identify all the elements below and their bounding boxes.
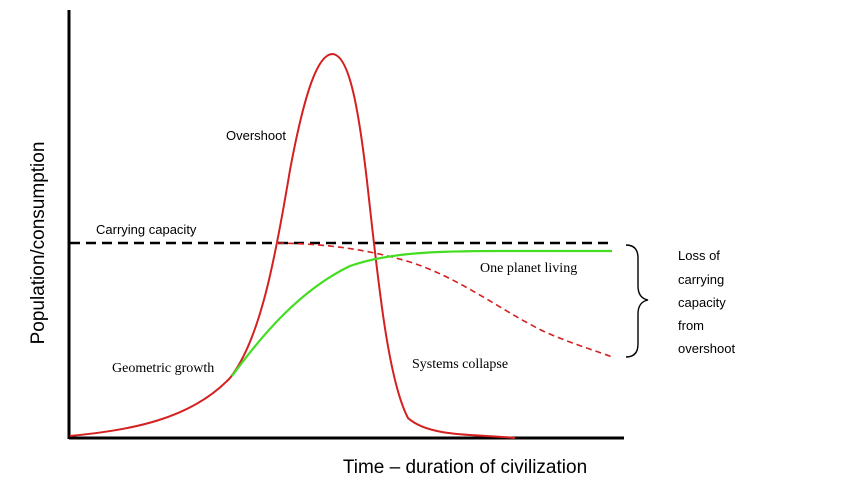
x-axis-label: Time – duration of civilization <box>343 457 587 478</box>
overshoot-label: Overshoot <box>226 128 286 143</box>
loss-of-capacity-line-1: Loss of <box>678 248 720 263</box>
overshoot-curve <box>69 52 516 439</box>
systems-collapse-label: Systems collapse <box>412 357 508 372</box>
one-planet-living-label: One planet living <box>480 261 577 276</box>
loss-of-capacity-line-5: overshoot <box>678 341 735 356</box>
loss-brace <box>625 244 649 358</box>
carrying-capacity-label: Carrying capacity <box>96 222 197 237</box>
declining-capacity-curve <box>277 242 613 358</box>
geometric-growth-label: Geometric growth <box>112 361 214 376</box>
one-planet-living-curve <box>231 249 612 377</box>
y-axis-label: Population/consumption <box>28 142 49 345</box>
loss-of-capacity-line-3: capacity <box>678 295 726 310</box>
loss-of-capacity-line-4: from <box>678 318 704 333</box>
loss-of-capacity-line-2: carrying <box>678 272 724 287</box>
